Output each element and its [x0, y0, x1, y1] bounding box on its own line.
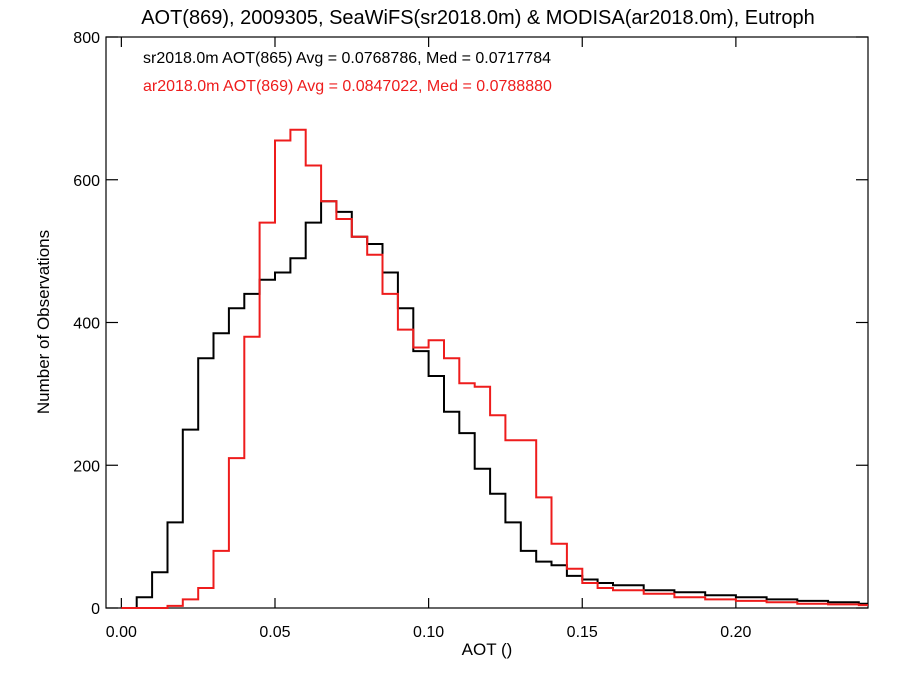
x-axis-label: AOT ()	[462, 640, 513, 659]
histogram-line-red	[121, 128, 868, 609]
axis-tick-labels: 0.00 0.05 0.10 0.15 0.20 0 200 400 600 800	[73, 30, 751, 641]
axis-ticks	[106, 36, 868, 609]
y-tick-label: 0	[91, 601, 100, 618]
chart-title: AOT(869), 2009305, SeaWiFS(sr2018.0m) & …	[141, 7, 815, 29]
y-tick-label: 400	[73, 316, 100, 333]
x-tick-label: 0.00	[106, 624, 137, 641]
x-tick-label: 0.15	[567, 624, 598, 641]
x-tick-label: 0.20	[720, 624, 751, 641]
histogram-line-black	[121, 200, 868, 609]
y-tick-label: 200	[73, 458, 100, 475]
x-tick-label: 0.10	[413, 624, 444, 641]
x-tick-label: 0.05	[259, 624, 290, 641]
y-axis-label: Number of Observations	[34, 230, 53, 414]
y-tick-label: 600	[73, 173, 100, 190]
histogram-series	[121, 128, 868, 609]
legend-series-black: sr2018.0m AOT(865) Avg = 0.0768786, Med …	[143, 50, 551, 67]
y-tick-label: 800	[73, 30, 100, 47]
legend-series-red: ar2018.0m AOT(869) Avg = 0.0847022, Med …	[143, 78, 552, 95]
plot-frame	[105, 36, 869, 609]
